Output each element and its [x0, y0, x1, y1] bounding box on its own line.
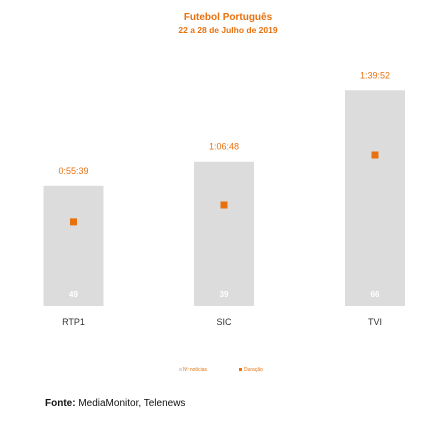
category-label-tvi: TVI: [368, 317, 382, 327]
duration-marker-sic: [220, 201, 228, 209]
category-label-rtp1: RTP1: [62, 317, 85, 327]
source-label: Fonte:: [45, 398, 76, 409]
bar-rtp1: [43, 185, 104, 306]
duration-label-sic: 1:06:48: [209, 142, 239, 152]
source-note: Fonte: MediaMonitor, Telenews: [45, 398, 185, 409]
source-text: MediaMonitor, Telenews: [75, 398, 186, 409]
bar-sic: [194, 161, 254, 306]
count-label-sic: 39: [220, 290, 229, 299]
chart-title: Futebol Português: [184, 12, 273, 23]
duration-label-tvi: 1:39:52: [360, 70, 390, 80]
category-label-sic: SIC: [216, 317, 232, 327]
legend-label-count: Nº notícias: [183, 367, 208, 373]
legend-swatch-count: [179, 368, 182, 371]
bars-group: 0:55:39 49 RTP1 1:06:48 39 SIC 1:39:52 66 TVI: [43, 70, 405, 327]
legend-label-duration: Duração: [244, 367, 263, 373]
duration-marker-tvi: [371, 151, 379, 159]
bar-tvi: [345, 90, 405, 307]
duration-label-rtp1: 0:55:39: [58, 166, 88, 176]
legend: Nº notícias Duração: [179, 367, 263, 373]
count-label-rtp1: 49: [69, 290, 78, 299]
count-label-tvi: 66: [371, 290, 380, 299]
legend-swatch-duration: [239, 368, 242, 371]
chart-subtitle: 22 a 28 de Julho de 2019: [178, 25, 277, 35]
duration-marker-rtp1: [70, 218, 77, 226]
